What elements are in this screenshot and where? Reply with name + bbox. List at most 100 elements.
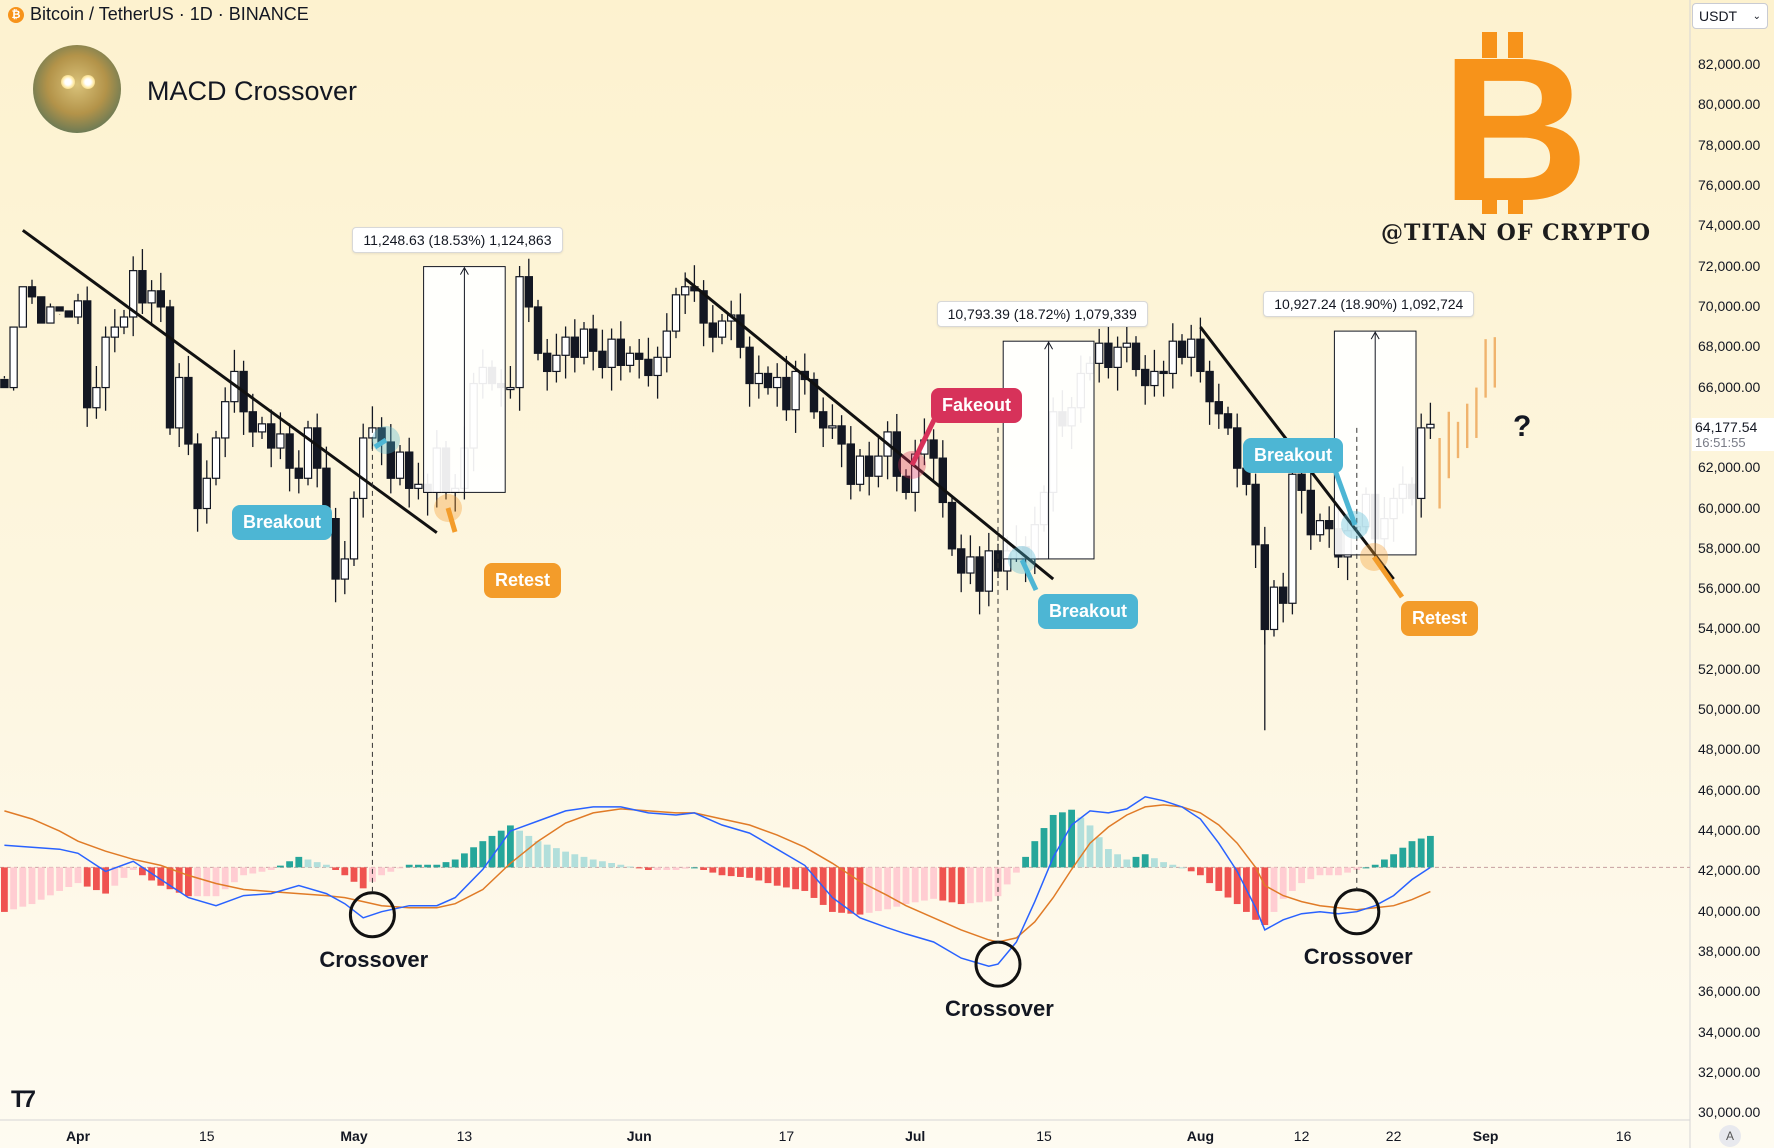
macd-histogram-bar — [28, 867, 36, 905]
macd-histogram-bar — [553, 848, 560, 868]
macd-histogram-bar — [157, 867, 165, 886]
candle-down — [818, 411, 828, 429]
candle-up — [1315, 520, 1325, 536]
macd-histogram-bar — [1095, 837, 1103, 868]
macd-histogram-bar — [10, 867, 17, 910]
macd-histogram-bar — [231, 867, 238, 883]
candle-up — [653, 356, 662, 377]
time-tick-label: 12 — [1293, 1128, 1310, 1144]
trendline — [684, 277, 1055, 581]
candle-up — [175, 376, 184, 429]
macd-histogram-bar — [451, 859, 459, 868]
candle-up — [1186, 338, 1196, 358]
macd-histogram-bar — [396, 867, 404, 869]
macd-histogram-bar — [1068, 809, 1075, 868]
macd-histogram-bar — [1427, 835, 1434, 868]
macd-histogram-bar — [295, 856, 303, 868]
candle-down — [809, 378, 819, 413]
macd-histogram-bar — [746, 867, 753, 878]
currency-select[interactable]: USDT ⌄ — [1692, 3, 1768, 29]
candle-up — [506, 386, 515, 391]
symbol-header[interactable]: ₿ Bitcoin / TetherUS · 1D · BINANCE — [8, 4, 309, 25]
macd-histogram-bar — [470, 847, 477, 868]
macd-histogram-bar — [709, 867, 717, 873]
trendline — [21, 229, 438, 534]
price-tick-label: 72,000.00 — [1698, 257, 1761, 274]
candle-up — [874, 455, 883, 477]
bitcoin-logo: B — [1441, 30, 1589, 220]
macd-histogram-bar — [203, 867, 211, 897]
macd-histogram-bar — [1003, 867, 1011, 885]
macd-histogram-bar — [350, 867, 358, 882]
macd-histogram-bar — [589, 859, 597, 868]
currency-select-label: USDT — [1699, 8, 1738, 24]
macd-histogram-bar — [580, 856, 588, 868]
candle-down — [1177, 340, 1187, 358]
candle-up — [211, 437, 221, 479]
candle-up — [1150, 370, 1159, 387]
macd-histogram-bar — [387, 867, 395, 872]
macd-histogram-bar — [626, 866, 634, 868]
macd-histogram-bar — [240, 867, 247, 876]
macd-histogram-bar — [442, 862, 450, 868]
macd-histogram-bar — [930, 867, 937, 899]
candle-down — [1104, 342, 1113, 369]
macd-histogram-bar — [286, 861, 293, 868]
candle-down — [846, 443, 856, 485]
time-tick-label: 22 — [1385, 1128, 1402, 1144]
macd-histogram-bar — [1399, 847, 1407, 868]
macd-histogram-bar — [1233, 867, 1241, 905]
candle-down — [588, 328, 598, 352]
macd-histogram-bar — [194, 867, 201, 897]
candle-up — [9, 326, 18, 389]
candle-down — [285, 433, 294, 469]
auto-scale-button[interactable]: A — [1719, 1125, 1741, 1147]
macd-histogram-bar — [507, 825, 514, 868]
candle-down — [1131, 342, 1141, 371]
candle-down — [699, 290, 708, 324]
candle-down — [616, 338, 626, 366]
price-tick-label: 38,000.00 — [1698, 943, 1761, 960]
candle-down — [165, 306, 175, 429]
macd-histogram-bar — [323, 864, 330, 868]
candle-down — [634, 352, 644, 360]
candle-down — [36, 296, 46, 324]
brand-watermark: @TITAN OF CRYPTO — [1381, 220, 1652, 246]
price-tick-label: 36,000.00 — [1698, 983, 1761, 1000]
fakeout-callout: Fakeout — [931, 388, 1023, 423]
candle-up — [340, 558, 350, 580]
macd-histogram-bar — [792, 867, 799, 890]
macd-histogram-bar — [267, 867, 275, 870]
macd-histogram-bar — [497, 830, 505, 868]
macd-histogram-bar — [1417, 838, 1425, 868]
macd-histogram-bar — [1197, 867, 1204, 876]
candle-up — [1288, 473, 1297, 604]
macd-histogram-bar — [783, 867, 790, 888]
candle-up — [579, 328, 589, 358]
macd-histogram-bar — [111, 867, 119, 886]
candle-up — [110, 326, 119, 338]
macd-histogram-bar — [884, 867, 891, 910]
macd-histogram-bar — [911, 867, 919, 903]
macd-histogram-bar — [856, 867, 864, 915]
candle-up — [515, 276, 524, 389]
tradingview-logo[interactable]: T7 — [11, 1086, 36, 1113]
macd-histogram-bar — [433, 864, 441, 868]
candle-down — [0, 378, 9, 389]
macd-histogram-bar — [47, 867, 54, 896]
candle-up — [73, 300, 83, 318]
candle-down — [524, 276, 534, 308]
retest-callout: Retest — [1401, 601, 1479, 636]
candle-up — [1269, 586, 1279, 631]
price-tick-label: 46,000.00 — [1698, 781, 1761, 798]
candle-up — [92, 386, 101, 409]
bitcoin-logo-bar-top-right — [1508, 32, 1523, 58]
macd-histogram-bar — [185, 867, 192, 897]
macd-histogram-bar — [663, 867, 671, 870]
time-tick-label: May — [340, 1128, 368, 1144]
candle-up — [1122, 342, 1131, 348]
candle-down — [1324, 520, 1334, 530]
candle-down — [993, 550, 1003, 572]
time-tick-label: Jul — [905, 1128, 926, 1144]
